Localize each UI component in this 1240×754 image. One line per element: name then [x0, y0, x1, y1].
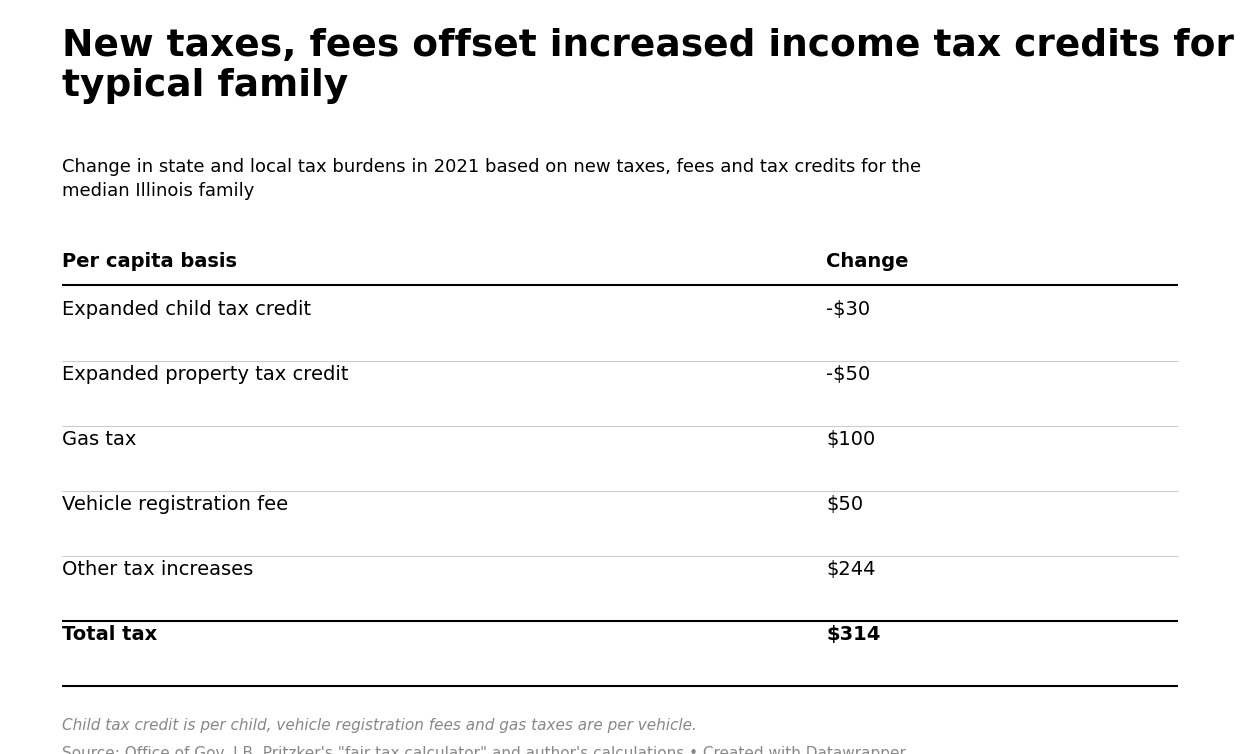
Text: Change: Change — [826, 252, 909, 271]
Text: Total tax: Total tax — [62, 625, 157, 644]
Text: Change in state and local tax burdens in 2021 based on new taxes, fees and tax c: Change in state and local tax burdens in… — [62, 158, 921, 201]
Text: Source: Office of Gov. J.B. Pritzker's "fair tax calculator" and author's calcul: Source: Office of Gov. J.B. Pritzker's "… — [62, 746, 906, 754]
Text: Per capita basis: Per capita basis — [62, 252, 237, 271]
Text: Other tax increases: Other tax increases — [62, 560, 253, 579]
Text: -$50: -$50 — [826, 365, 870, 384]
Text: $314: $314 — [826, 625, 880, 644]
Text: Gas tax: Gas tax — [62, 430, 136, 449]
Text: -$30: -$30 — [826, 300, 870, 319]
Text: $50: $50 — [826, 495, 863, 514]
Text: $244: $244 — [826, 560, 875, 579]
Text: Child tax credit is per child, vehicle registration fees and gas taxes are per v: Child tax credit is per child, vehicle r… — [62, 718, 697, 733]
Text: New taxes, fees offset increased income tax credits for
typical family: New taxes, fees offset increased income … — [62, 28, 1234, 104]
Text: $100: $100 — [826, 430, 875, 449]
Text: Vehicle registration fee: Vehicle registration fee — [62, 495, 288, 514]
Text: Expanded property tax credit: Expanded property tax credit — [62, 365, 348, 384]
Text: Expanded child tax credit: Expanded child tax credit — [62, 300, 311, 319]
